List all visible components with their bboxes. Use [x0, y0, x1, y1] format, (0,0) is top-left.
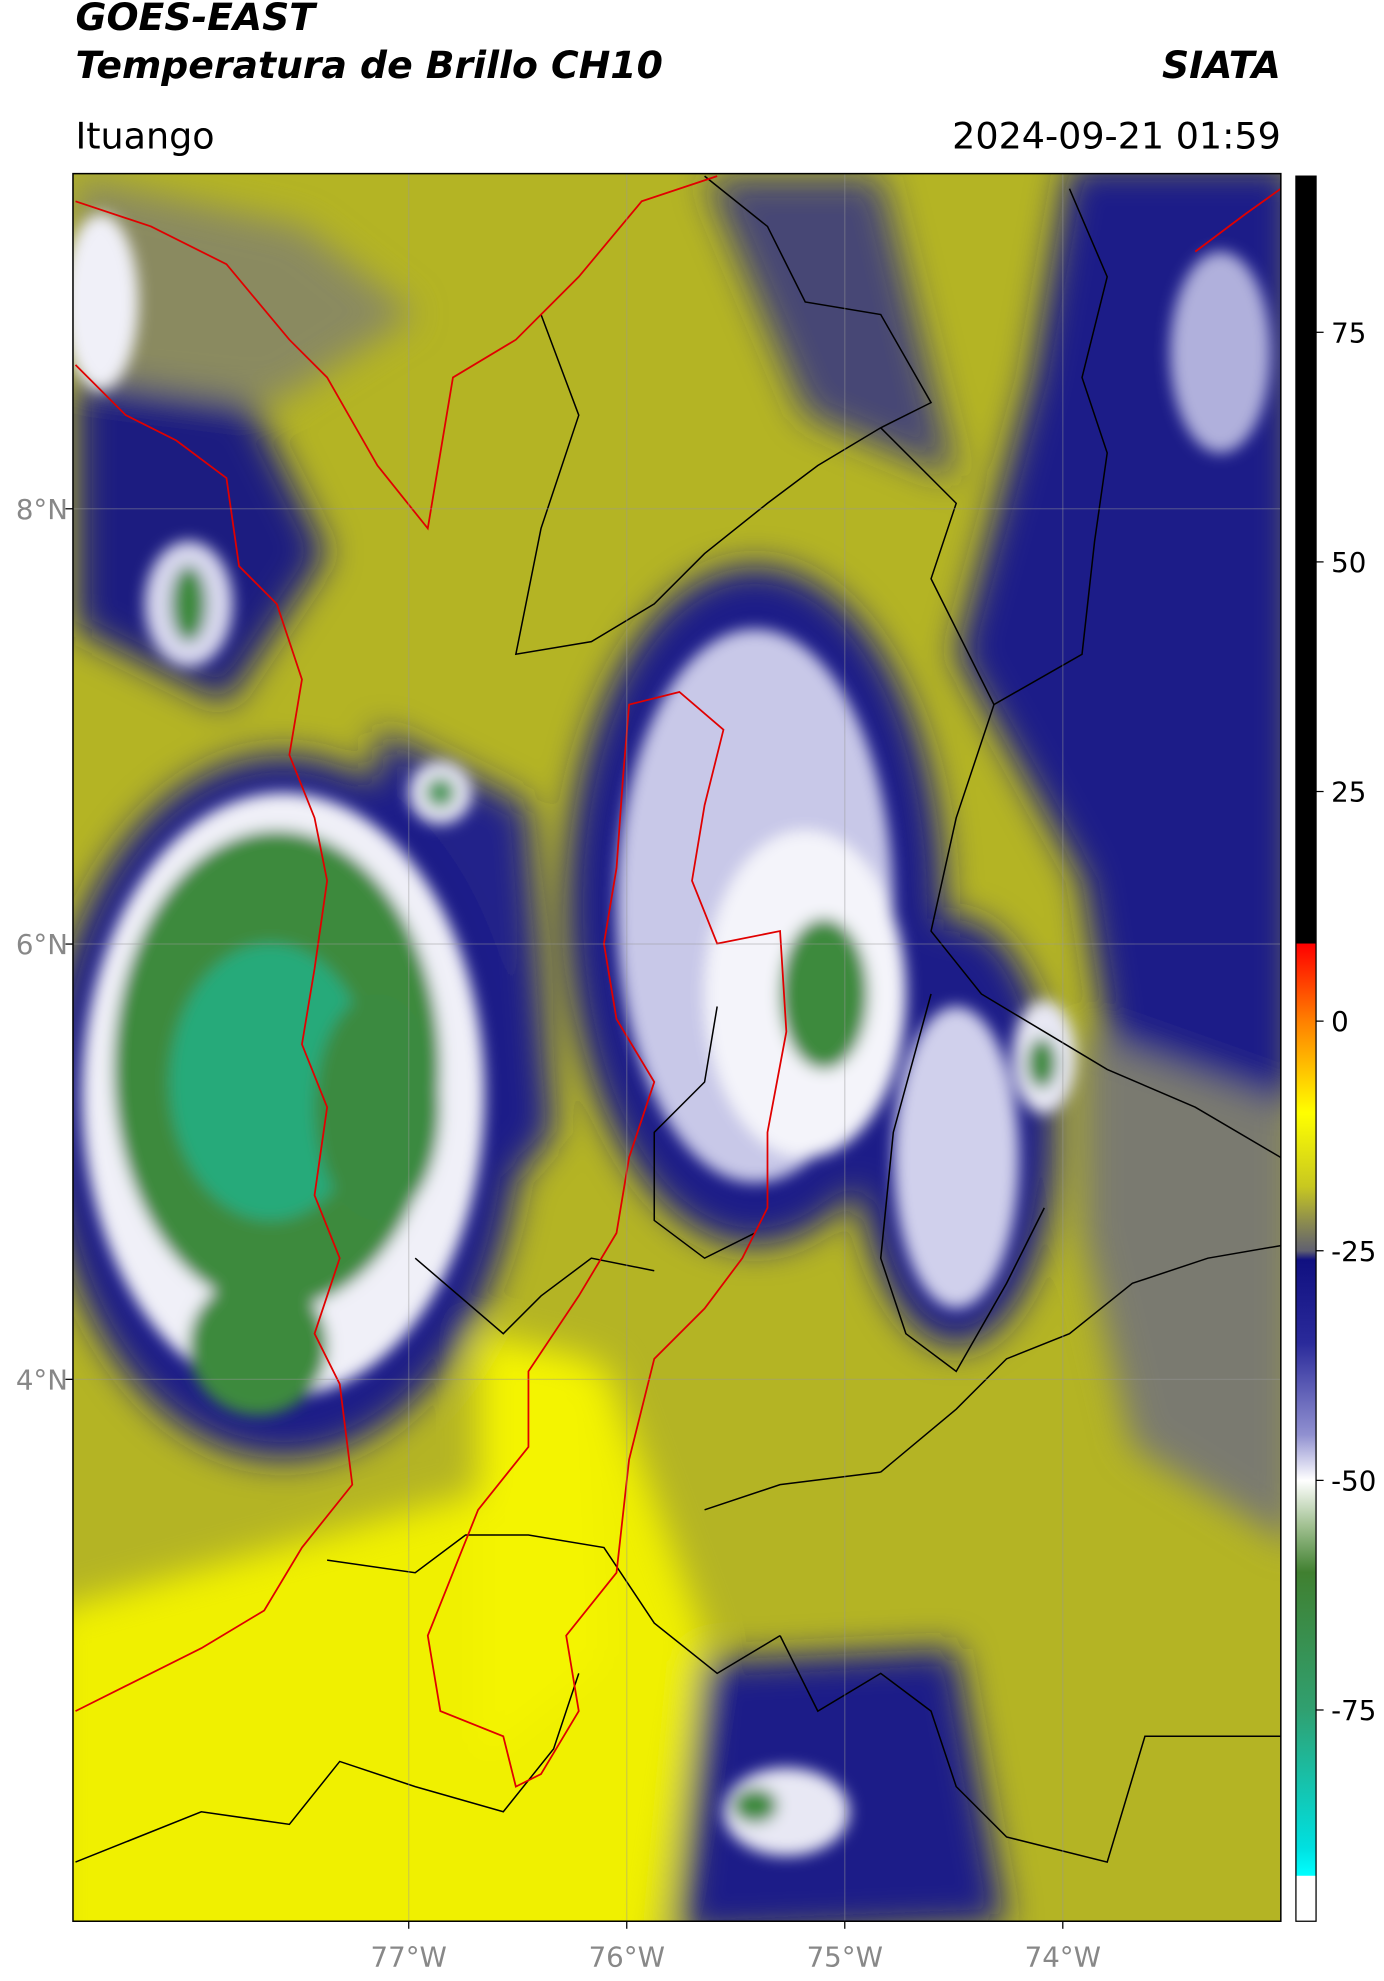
y-tick-label: 6°N [16, 928, 68, 961]
datetime: 2024-09-21 01:59 [952, 114, 1281, 157]
colorbar-tick-label: 0 [1331, 1005, 1349, 1038]
x-tick-label: 76°W [589, 1941, 665, 1974]
y-tick-label: 4°N [16, 1363, 68, 1396]
colorbar-tick-label: 50 [1331, 546, 1366, 579]
colorbar-tick-label: 75 [1331, 316, 1366, 349]
satellite-image [72, 173, 1281, 1922]
x-tick-label: 77°W [371, 1941, 447, 1974]
location: Ituango [75, 114, 214, 157]
y-tick-label: 8°N [16, 493, 68, 526]
x-tick-label: 75°W [807, 1941, 883, 1974]
colorbar [1295, 175, 1317, 1922]
department-borders [74, 175, 1281, 1788]
colorbar-tick-label: 25 [1331, 776, 1366, 809]
map-frame [72, 172, 1282, 1922]
colorbar-tick-label: -50 [1331, 1464, 1376, 1497]
title: GOES-EAST [75, 0, 318, 39]
grid [72, 173, 1281, 1922]
colorbar-tick-label: -25 [1331, 1235, 1376, 1268]
cold-tops [72, 213, 1271, 1856]
colorbar-tick-label: -75 [1331, 1694, 1376, 1727]
source: SIATA [1162, 43, 1281, 87]
subtitle: Temperatura de Brillo CH10 [75, 43, 662, 87]
admin-borders [75, 175, 1281, 1864]
x-tick-label: 74°W [1025, 1941, 1101, 1974]
